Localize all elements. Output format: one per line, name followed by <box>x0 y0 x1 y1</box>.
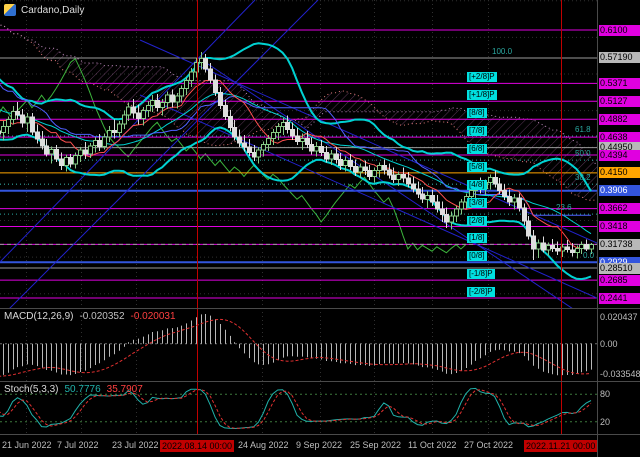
stoch-indicator-title: Stoch(5,3,3) 50.7776 35.7907 <box>4 384 149 395</box>
symbol-text: Cardano,Daily <box>21 4 85 16</box>
macd-value-signal: -0.020031 <box>130 311 176 322</box>
macd-name: MACD(12,26,9) <box>4 311 74 322</box>
macd-value-main: -0.020352 <box>79 311 125 322</box>
stoch-value-main: 50.7776 <box>64 384 101 395</box>
chart-icon <box>4 4 16 16</box>
macd-indicator-title: MACD(12,26,9) -0.020352 -0.020031 <box>4 311 182 322</box>
stoch-name: Stoch(5,3,3) <box>4 384 59 395</box>
time-axis[interactable] <box>0 435 597 457</box>
stoch-value-signal: 35.7907 <box>106 384 143 395</box>
price-scale[interactable] <box>598 0 640 457</box>
symbol-timeframe-label: Cardano,Daily <box>4 4 84 16</box>
